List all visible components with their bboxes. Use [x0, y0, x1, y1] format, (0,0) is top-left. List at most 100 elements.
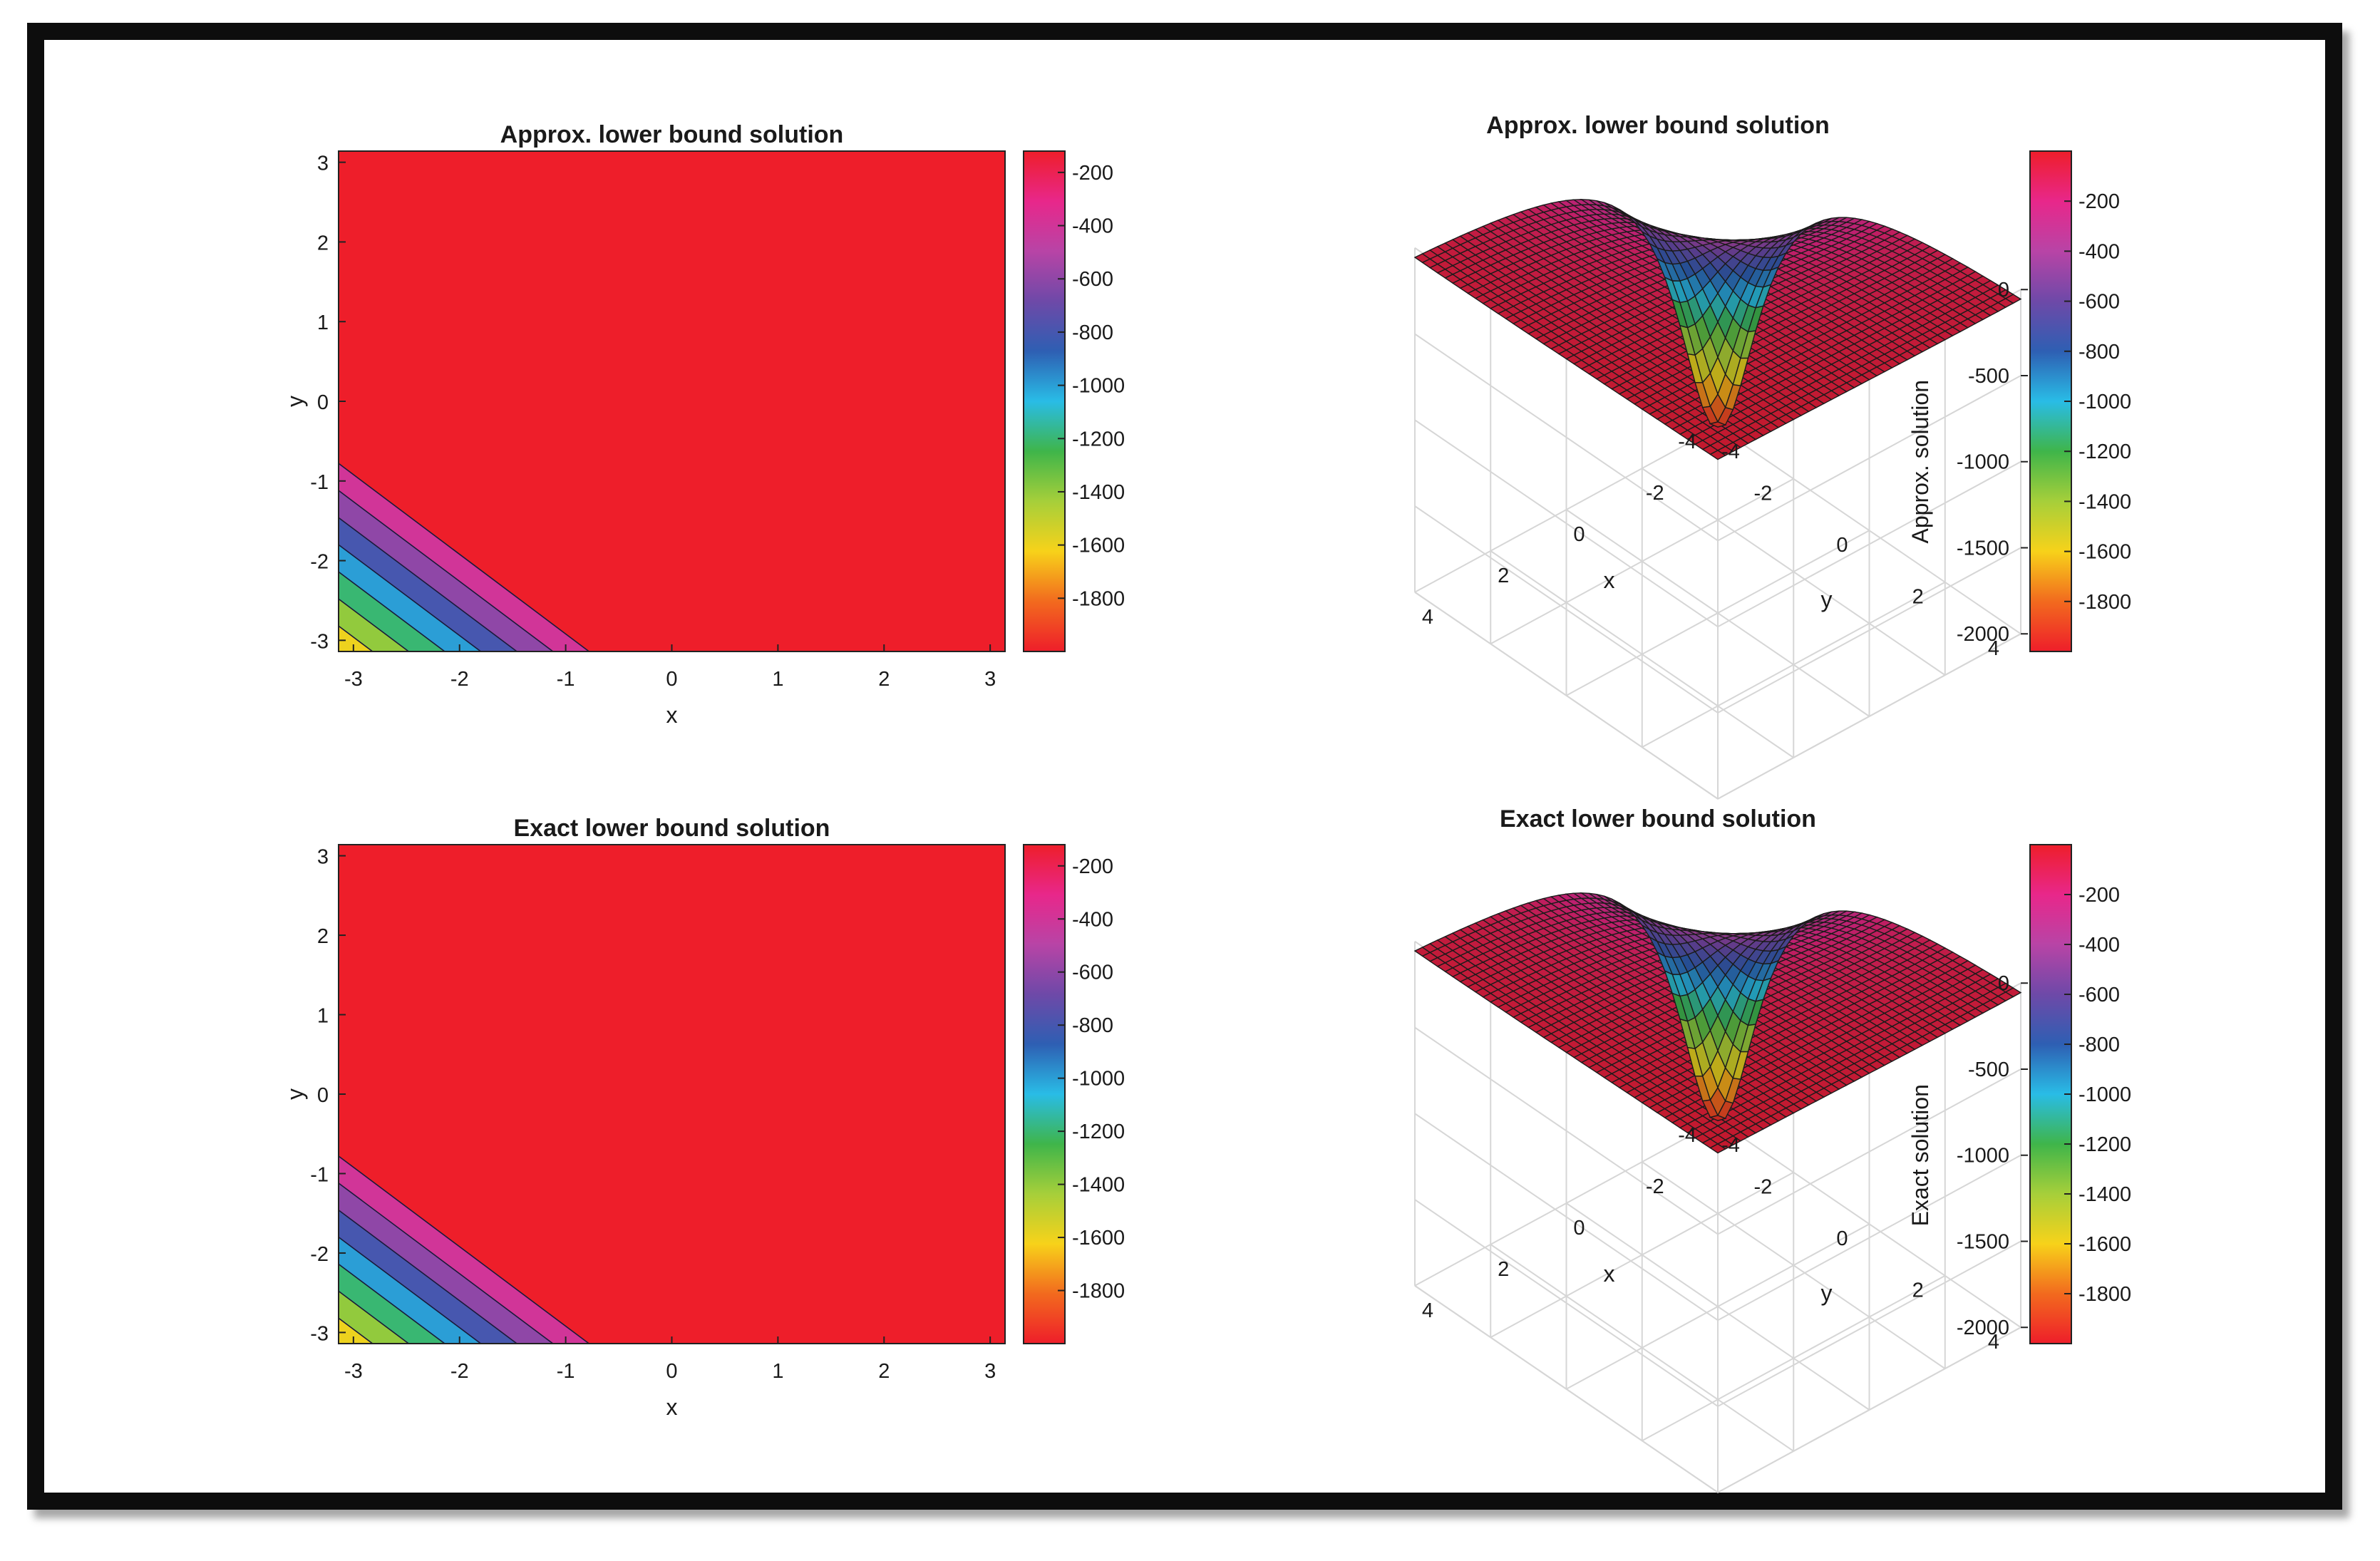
contour-band — [339, 1290, 410, 1344]
colorbar-tick-label: -200 — [1072, 162, 1113, 185]
colorbar-tick-label: -400 — [1072, 908, 1113, 931]
x-tick-label: -4 — [1721, 441, 1740, 463]
colorbar-tick-label: -200 — [2078, 190, 2120, 213]
wall-gridline — [1414, 591, 2021, 800]
z-tick-label: -1000 — [1957, 1145, 2009, 1168]
colorbar-tick-label: -200 — [2078, 884, 2120, 907]
colorbar-tick-label: -1000 — [1072, 375, 1125, 398]
z-axis-label: Exact solution — [1907, 1084, 1933, 1226]
colorbar-tick-label: -1600 — [2078, 541, 2131, 564]
y-tick-label: 2 — [1912, 1279, 1924, 1302]
contour-bands — [339, 463, 590, 651]
y-tick-label: 1 — [317, 311, 329, 334]
x-tick-label: -2 — [1646, 1175, 1664, 1198]
colorbar-tick-label: -1400 — [2078, 490, 2131, 513]
y-tick-label: 0 — [1836, 1227, 1848, 1250]
colorbar-tick-label: -1600 — [1072, 1227, 1125, 1250]
x-tick-label: 3 — [984, 1360, 996, 1383]
x-tick-label: 2 — [1498, 565, 1509, 587]
colorbar-tick-label: -1200 — [1072, 1120, 1125, 1143]
colorbar-tick-label: -600 — [1072, 962, 1113, 984]
z-tick-label: 0 — [1998, 972, 2009, 995]
colorbar-tick-label: -800 — [2078, 1034, 2120, 1056]
colorbar-tick-label: -1000 — [1072, 1068, 1125, 1091]
y-tick-label: -4 — [1678, 1124, 1696, 1147]
wall-gridline — [1414, 1199, 2021, 1408]
y-axis-label: y — [1821, 587, 1833, 612]
y-axis-label: y — [282, 396, 308, 407]
colorbar-tick-label: -400 — [2078, 934, 2120, 957]
colorbar-tick-label: -400 — [2078, 240, 2120, 263]
colorbar-tick-label: -200 — [1072, 855, 1113, 878]
y-tick-label: 1 — [317, 1005, 329, 1028]
colorbar-tick-label: -1400 — [1072, 1174, 1125, 1197]
contour-band — [339, 1317, 374, 1344]
x-tick-label: 1 — [772, 668, 783, 691]
x-axis-label: x — [1603, 567, 1614, 593]
colorbar: -200 -400 -600 -800 -1000 -1200 -1400 -1600 -180… — [2029, 844, 2131, 1344]
chart-title: Exact lower bound solution — [514, 815, 830, 842]
colorbar-tick-label: -1200 — [1072, 428, 1125, 450]
chart-title: Exact lower bound solution — [1500, 805, 1816, 833]
z-axis-label: Approx. solution — [1907, 380, 1933, 543]
colorbar-tick-label: -600 — [2078, 984, 2120, 1006]
colorbar-gradient — [1023, 844, 1066, 1344]
z-tick-label: -1500 — [1957, 537, 2009, 560]
y-tick-label: 0 — [1836, 534, 1848, 557]
colorbar: -200 -400 -600 -800 -1000 -1200 -1400 -1600 -180… — [1023, 150, 1125, 652]
y-tick-label: -2 — [310, 551, 329, 574]
y-tick-label: 0 — [317, 391, 329, 414]
surface-plot: 0 -500 -1000 -1500 -2000 -4 -2 0 2 4 -4 -2 0 2 4 x y Appr… — [1413, 112, 2029, 800]
surface-plot: 0 -500 -1000 -1500 -2000 -4 -2 0 2 4 -4 -2 0 2 4 x y Exac… — [1413, 805, 2029, 1493]
z-tick-label: -2000 — [1957, 1317, 2009, 1339]
x-tick-label: 3 — [984, 668, 996, 691]
y-axis-label: y — [1821, 1280, 1833, 1306]
colorbar-tick-label: -1800 — [1072, 1280, 1125, 1303]
y-tick-label: 2 — [1912, 586, 1924, 609]
colorbar-tick-label: -1200 — [2078, 441, 2131, 463]
contour-plot: -3 -2 -1 0 1 2 3 -3 -2 -1 0 1 2 3 Approx. lower bound … — [282, 121, 1006, 728]
x-tick-label: 0 — [666, 1360, 677, 1383]
y-tick-label: -1 — [310, 1163, 329, 1186]
colorbar-tick-label: -800 — [1072, 321, 1113, 344]
colorbar-tick-label: -1600 — [1072, 535, 1125, 557]
colorbar-tick-label: -1400 — [1072, 481, 1125, 504]
wall-gridline — [1414, 1113, 2021, 1322]
colorbar: -200 -400 -600 -800 -1000 -1200 -1400 -1600 -180… — [1023, 844, 1125, 1344]
wall-gridline — [1414, 1026, 2021, 1235]
y-tick-label: -4 — [1678, 431, 1696, 453]
colorbar-tick-label: -1800 — [2078, 1283, 2131, 1306]
colorbar-tick-label: -1800 — [2078, 591, 2131, 614]
y-tick-label: 3 — [317, 153, 329, 175]
z-tick-label: -500 — [1968, 365, 2009, 388]
colorbar-tick-label: -1800 — [1072, 587, 1125, 610]
x-tick-label: -3 — [344, 1360, 363, 1383]
wall-gridline — [1414, 419, 2021, 628]
x-tick-label: 0 — [666, 668, 677, 691]
surface-axes — [1413, 247, 2022, 800]
surface-axes — [1413, 940, 2022, 1493]
wall-gridline — [1414, 333, 2021, 542]
x-tick-label: 2 — [878, 1360, 890, 1383]
z-tick-label: 0 — [1998, 279, 2009, 302]
contour-plot: -3 -2 -1 0 1 2 3 -3 -2 -1 0 1 2 3 Exact lower bound so… — [282, 815, 1006, 1420]
surface-mesh — [1413, 198, 2022, 460]
z-tick-label: -1500 — [1957, 1230, 2009, 1253]
y-axis-label: y — [282, 1088, 308, 1100]
colorbar-gradient — [1023, 150, 1066, 652]
x-tick-label: 2 — [1498, 1258, 1509, 1281]
colorbar-tick-label: -600 — [1072, 268, 1113, 291]
x-tick-label: -3 — [344, 668, 363, 691]
x-tick-label: -2 — [1646, 482, 1664, 505]
chart-title: Approx. lower bound solution — [1486, 112, 1830, 139]
x-axis-label: x — [666, 702, 678, 728]
y-tick-label: 0 — [317, 1084, 329, 1107]
colorbar-tick-label: -1000 — [2078, 391, 2131, 413]
y-tick-label: 4 — [1988, 637, 1999, 660]
y-tick-label: -2 — [1753, 483, 1772, 505]
chart-title: Approx. lower bound solution — [500, 121, 844, 148]
z-tick-label: -2000 — [1957, 623, 2009, 646]
contour-band — [339, 625, 374, 651]
y-tick-label: 2 — [317, 925, 329, 948]
